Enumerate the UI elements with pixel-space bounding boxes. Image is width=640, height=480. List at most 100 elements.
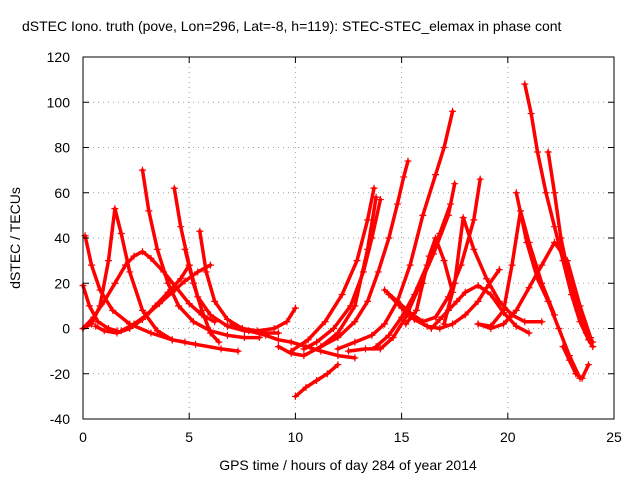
data-point <box>143 311 151 319</box>
y-tick-label: 60 <box>54 185 70 201</box>
data-point <box>334 361 342 369</box>
data-point <box>317 343 325 351</box>
series-arc-2 <box>81 232 242 355</box>
data-point <box>217 345 225 353</box>
data-point <box>334 352 342 360</box>
data-point <box>449 107 457 115</box>
x-tick-label: 15 <box>394 429 410 445</box>
data-point <box>304 336 312 344</box>
data-point <box>500 320 508 328</box>
data-point <box>361 345 369 353</box>
data-point <box>323 370 331 378</box>
data-point <box>147 329 155 337</box>
data-point <box>85 302 93 310</box>
series-line <box>172 186 281 335</box>
data-point <box>181 277 189 285</box>
data-point <box>525 329 533 337</box>
data-point <box>240 334 248 342</box>
data-point <box>487 291 495 299</box>
data-point <box>94 318 102 326</box>
data-point <box>412 306 420 314</box>
data-point <box>206 311 214 319</box>
data-point <box>459 214 467 222</box>
series-arc-13 <box>291 361 342 400</box>
data-point <box>436 325 444 332</box>
data-point <box>551 189 559 197</box>
data-series <box>79 80 597 400</box>
data-point <box>121 261 129 269</box>
data-point <box>453 297 461 305</box>
data-point <box>111 205 119 213</box>
data-point <box>274 336 282 344</box>
y-tick-label: 20 <box>54 275 70 291</box>
data-point <box>495 297 503 305</box>
data-point <box>104 257 112 265</box>
data-point <box>351 338 359 346</box>
data-point <box>534 148 542 156</box>
data-point <box>117 229 125 237</box>
data-point <box>474 297 482 305</box>
data-point <box>92 322 100 330</box>
data-point <box>404 157 412 165</box>
x-axis-label: GPS time / hours of day 284 of year 2014 <box>219 457 477 473</box>
y-tick-labels: -40 -20 0 20 40 60 80 100 120 <box>47 49 71 427</box>
data-point <box>521 318 529 326</box>
data-point <box>202 268 210 276</box>
data-point <box>228 320 236 328</box>
data-point <box>223 322 231 330</box>
data-point <box>544 297 552 305</box>
series-arc-16 <box>317 157 412 351</box>
x-tick-labels: 0 5 10 15 20 25 <box>79 429 622 445</box>
series-line <box>336 109 455 351</box>
data-point <box>470 216 478 224</box>
data-point <box>206 261 214 269</box>
series-arc-19 <box>372 200 454 351</box>
data-point <box>189 318 197 326</box>
series-line <box>140 168 262 340</box>
data-point <box>542 189 550 197</box>
data-point <box>87 261 95 269</box>
data-point <box>270 325 278 332</box>
data-point <box>440 320 448 328</box>
data-point <box>192 340 200 348</box>
data-point <box>153 245 161 253</box>
data-point <box>126 268 134 276</box>
y-axis-label: dSTEC / TECUs <box>7 187 23 289</box>
data-point <box>385 291 393 299</box>
data-point <box>474 282 482 290</box>
data-point <box>565 356 573 364</box>
x-tick-label: 20 <box>500 429 516 445</box>
x-tick-label: 10 <box>288 429 304 445</box>
data-point <box>538 261 546 269</box>
data-point <box>100 327 108 335</box>
data-point <box>181 245 189 253</box>
data-point <box>194 268 202 276</box>
data-point <box>153 327 161 335</box>
series-arc-22 <box>402 234 457 328</box>
data-point <box>130 252 138 260</box>
data-point <box>440 144 448 151</box>
data-point <box>364 216 372 224</box>
data-point <box>206 329 214 337</box>
data-point <box>400 173 408 181</box>
data-point <box>427 325 435 332</box>
data-point <box>474 320 482 328</box>
data-point <box>223 315 231 323</box>
data-point <box>406 261 414 269</box>
data-point <box>353 257 361 265</box>
data-point <box>313 377 321 385</box>
y-tick-label: -40 <box>50 411 70 427</box>
data-point <box>461 311 469 319</box>
data-point <box>419 211 427 219</box>
data-point <box>145 207 153 215</box>
data-point <box>527 110 535 118</box>
data-point <box>334 345 342 353</box>
data-point <box>223 331 231 339</box>
series-arc-15 <box>300 196 384 353</box>
data-point <box>302 383 310 391</box>
data-point <box>398 313 406 321</box>
data-point <box>338 291 346 299</box>
data-point <box>334 334 342 342</box>
data-point <box>470 245 478 253</box>
